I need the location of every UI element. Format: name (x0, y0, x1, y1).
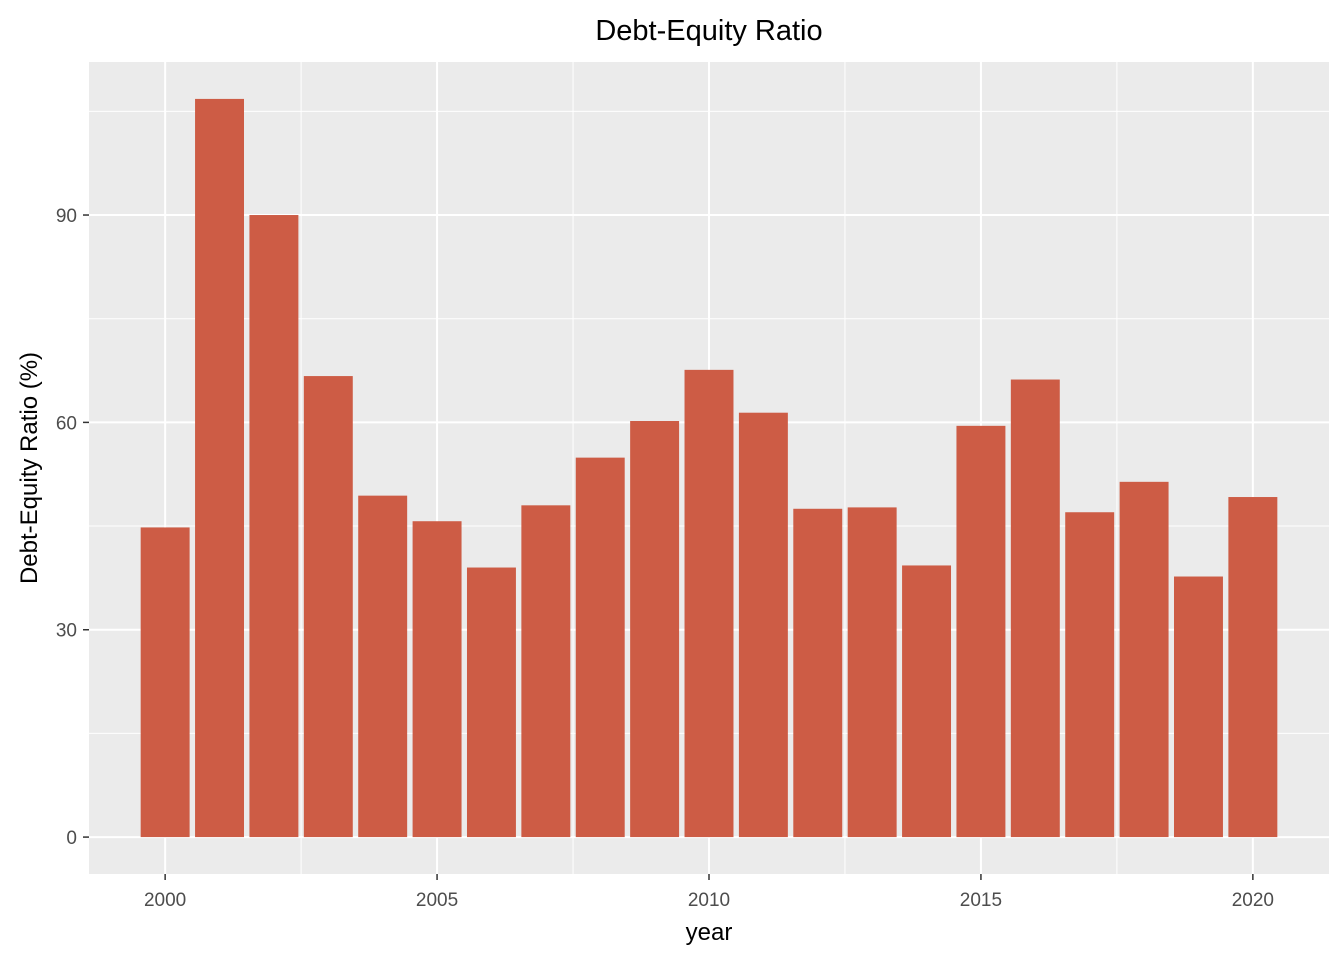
x-axis: 2000 2005 2010 2015 2020 (144, 874, 1274, 911)
bar-2015 (956, 425, 1006, 838)
y-axis: 0 30 60 90 (56, 206, 89, 849)
bar-2020 (1228, 497, 1278, 838)
bar-2003 (303, 376, 353, 838)
bar-2008 (575, 457, 625, 838)
y-axis-title: Debt-Equity Ratio (%) (16, 352, 43, 584)
y-tick-label: 30 (56, 621, 77, 642)
bar-2011 (738, 412, 788, 838)
y-tick-label: 0 (66, 828, 77, 849)
bar-2010 (684, 369, 734, 838)
bar-2007 (521, 505, 571, 838)
bar-2002 (249, 215, 299, 838)
bar-2004 (358, 495, 408, 838)
bars (140, 98, 1278, 838)
bar-2017 (1065, 512, 1115, 838)
y-tick-label: 90 (56, 206, 77, 227)
bar-2000 (140, 527, 190, 838)
x-tick-label: 2000 (144, 890, 186, 911)
y-tick-label: 60 (56, 413, 77, 434)
x-tick-label: 2020 (1232, 890, 1274, 911)
x-tick-label: 2015 (960, 890, 1002, 911)
bar-2001 (195, 98, 244, 838)
x-tick-label: 2010 (688, 890, 730, 911)
bar-2019 (1174, 576, 1223, 838)
bar-2013 (847, 507, 897, 838)
chart-title: Debt-Equity Ratio (595, 15, 822, 47)
bar-2006 (466, 567, 516, 838)
bar-2012 (793, 508, 843, 838)
bar-2005 (412, 521, 462, 838)
bar-2014 (902, 565, 952, 838)
x-tick-label: 2005 (416, 890, 458, 911)
bar-2018 (1119, 481, 1169, 838)
bar-2009 (630, 420, 680, 838)
x-axis-title: year (686, 919, 733, 946)
bar-2016 (1010, 379, 1060, 838)
